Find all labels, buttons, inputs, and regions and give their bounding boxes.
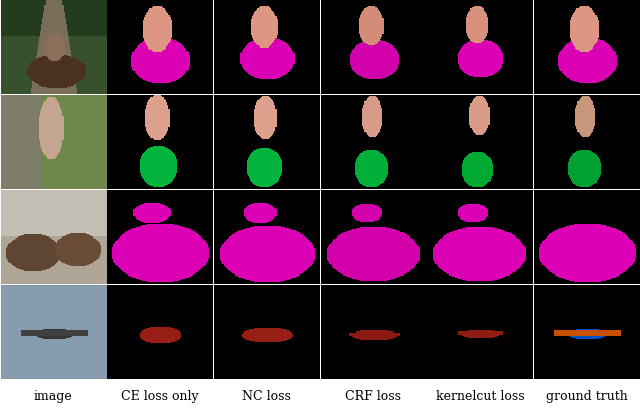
Text: ground truth: ground truth [546,390,628,403]
Text: CE loss only: CE loss only [121,390,199,403]
Text: kernelcut loss: kernelcut loss [436,390,524,403]
Text: image: image [34,390,73,403]
Text: CRF loss: CRF loss [346,390,401,403]
Text: NC loss: NC loss [242,390,291,403]
